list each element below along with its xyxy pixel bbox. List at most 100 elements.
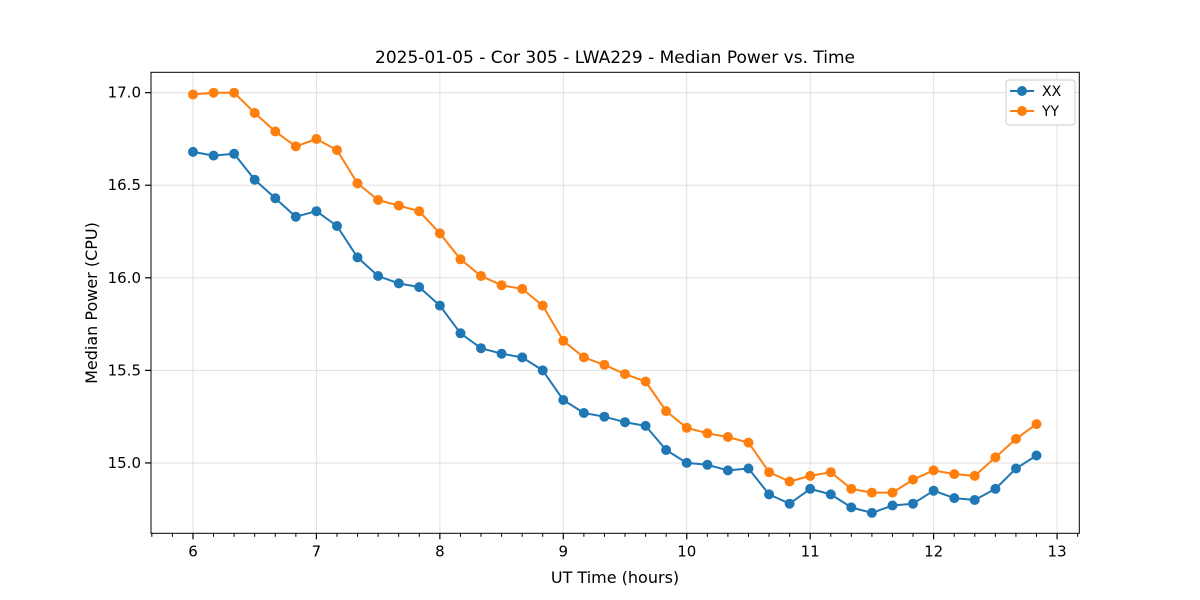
data-point-YY-26 (722, 432, 733, 442)
data-point-YY-41 (1031, 419, 1042, 430)
data-point-XX-35 (908, 498, 918, 509)
grid-layer (151, 72, 1080, 534)
y-tick-label: 16.0 (108, 269, 141, 287)
series-line-YY (192, 91, 1038, 494)
y-tick-label: 15.5 (108, 361, 141, 379)
data-point-YY-27 (743, 437, 754, 448)
data-point-YY-38 (969, 470, 980, 481)
axes-layer: 6 7 8 9 10 11 12 13 15.0 15.5 16.0 16.5 17.0 (108, 71, 1080, 560)
data-point-YY-30 (805, 470, 816, 481)
data-point-YY-16 (517, 283, 528, 294)
data-point-XX-3 (249, 174, 260, 185)
data-point-YY-10 (393, 200, 404, 211)
data-point-XX-1 (208, 150, 219, 161)
series-line-XX (192, 150, 1038, 514)
data-point-YY-33 (866, 487, 877, 498)
data-point-YY-0 (188, 89, 198, 100)
data-point-XX-32 (846, 502, 857, 513)
data-point-XX-25 (702, 459, 713, 470)
data-point-YY-31 (825, 467, 836, 478)
data-point-XX-6 (311, 206, 322, 217)
data-point-YY-20 (599, 359, 610, 370)
data-point-YY-22 (640, 376, 651, 387)
data-point-XX-28 (764, 489, 775, 500)
x-axis-label: UT Time (hours) (551, 568, 679, 587)
data-point-XX-10 (393, 278, 404, 289)
x-tick-label: 8 (435, 542, 445, 560)
data-point-XX-22 (640, 420, 651, 431)
y-tick-label: 15.0 (108, 454, 141, 472)
data-point-XX-29 (784, 498, 795, 509)
axes-spines (150, 71, 1080, 534)
data-point-XX-39 (990, 483, 1001, 494)
data-point-YY-21 (620, 369, 630, 380)
data-point-YY-40 (1011, 433, 1021, 444)
y-axis-label: Median Power (CPU) (82, 222, 101, 384)
legend-sample-marker-XX (1017, 86, 1027, 96)
data-point-YY-13 (455, 254, 466, 265)
data-point-YY-37 (949, 469, 960, 480)
legend-label-YY: YY (1041, 104, 1060, 120)
series-layer (188, 87, 1042, 518)
data-point-XX-40 (1011, 463, 1021, 474)
data-point-YY-12 (434, 228, 445, 239)
data-point-XX-15 (496, 348, 507, 359)
data-point-XX-19 (578, 408, 589, 418)
data-point-XX-34 (887, 500, 898, 511)
y-tick-label: 17.0 (108, 84, 141, 102)
data-point-XX-0 (188, 146, 198, 157)
data-point-YY-35 (908, 474, 918, 485)
data-point-YY-3 (249, 108, 260, 118)
data-point-XX-5 (290, 211, 301, 222)
data-point-XX-8 (352, 252, 363, 263)
data-point-YY-29 (784, 476, 795, 487)
data-point-YY-34 (887, 487, 898, 498)
legend-sample-marker-YY (1017, 106, 1027, 116)
x-tick-label: 6 (188, 542, 198, 560)
data-point-YY-11 (414, 206, 425, 217)
data-point-XX-2 (229, 148, 240, 159)
legend-label-XX: XX (1042, 84, 1062, 100)
x-tick-label: 11 (801, 542, 820, 560)
data-point-XX-18 (558, 395, 569, 405)
data-point-XX-17 (537, 365, 548, 376)
data-point-XX-24 (681, 457, 692, 468)
data-point-YY-9 (373, 195, 384, 205)
data-point-XX-13 (455, 328, 466, 339)
data-point-YY-15 (496, 280, 507, 291)
data-point-YY-17 (537, 300, 548, 311)
x-tick-label: 9 (559, 542, 569, 560)
data-point-YY-23 (661, 406, 672, 417)
data-point-XX-30 (805, 483, 816, 494)
data-point-YY-6 (311, 134, 322, 144)
data-point-XX-37 (949, 493, 960, 504)
data-point-XX-7 (332, 221, 342, 231)
data-point-XX-9 (373, 271, 384, 281)
data-point-YY-24 (681, 422, 692, 433)
y-tick-label: 16.5 (108, 176, 141, 194)
x-tick-label: 7 (312, 542, 322, 560)
data-point-YY-18 (558, 335, 569, 346)
data-point-YY-4 (270, 126, 281, 137)
data-point-YY-25 (702, 428, 713, 439)
chart-title: 2025-01-05 - Cor 305 - LWA229 - Median P… (375, 48, 855, 68)
data-point-XX-11 (414, 282, 425, 293)
data-point-YY-28 (764, 467, 775, 478)
data-point-XX-20 (599, 411, 610, 422)
data-point-YY-2 (229, 87, 240, 98)
data-point-YY-1 (208, 87, 219, 98)
legend: XX YY (1005, 79, 1076, 126)
legend-box (1005, 79, 1076, 126)
data-point-XX-33 (866, 507, 877, 518)
data-point-XX-12 (434, 300, 445, 311)
data-point-XX-31 (825, 489, 836, 500)
data-point-XX-14 (476, 343, 486, 354)
data-point-YY-5 (290, 141, 301, 152)
x-tick-label: 12 (924, 542, 943, 560)
data-point-YY-8 (352, 178, 363, 189)
data-point-XX-4 (270, 193, 281, 204)
x-tick-label: 10 (677, 542, 696, 560)
x-tick-label: 13 (1048, 542, 1067, 560)
